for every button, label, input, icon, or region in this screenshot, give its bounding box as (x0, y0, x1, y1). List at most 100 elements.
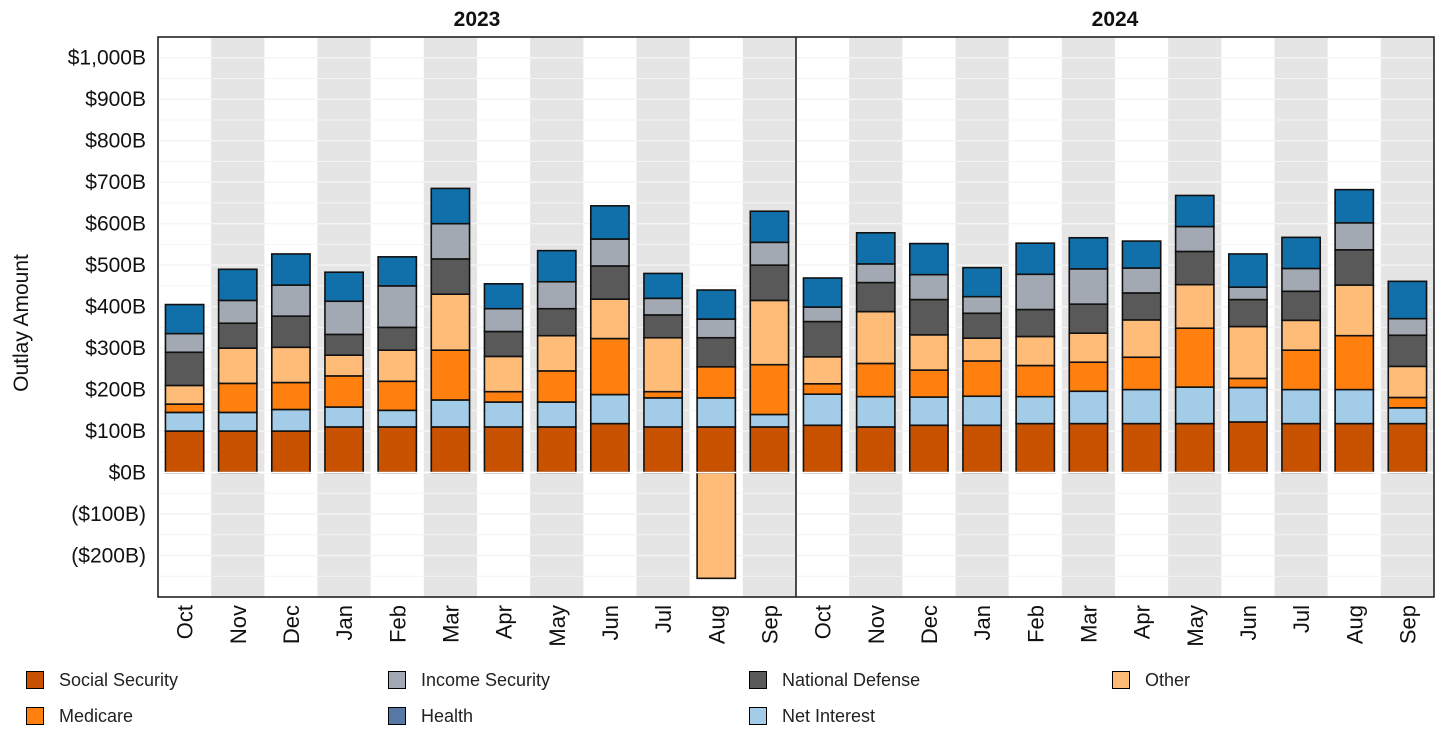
y-tick-label: $700B (85, 171, 146, 194)
bar-segment-other (270, 346, 311, 384)
bar-segment-national-defense (908, 298, 949, 336)
bar-segment-national-defense (377, 326, 418, 351)
bar-segment-medicare (324, 375, 365, 408)
bar-segment-income-security (589, 238, 630, 267)
legend-swatch-net-interest (749, 707, 767, 725)
bar-segment-health (802, 277, 843, 308)
bar-segment-social-security (324, 426, 365, 474)
legend-label-social-security: Social Security (59, 669, 179, 690)
legend-item-other: Other (1112, 668, 1190, 692)
bar-segment-health (1387, 280, 1428, 320)
bar-segment-net-interest (1334, 388, 1375, 425)
stacked-bar-chart: ($200B) ($100B) $0B $100B $200B $300B $400B $50… (10, 8, 1435, 647)
bar-segment-medicare (1174, 327, 1215, 388)
bar-segment-income-security (802, 306, 843, 323)
x-tick-label: Feb (385, 605, 410, 643)
bar-segment-medicare (1068, 361, 1109, 393)
bar-segment-national-defense (1227, 298, 1268, 328)
x-tick-label: Jan (332, 605, 357, 640)
bar-segment-net-interest (749, 413, 790, 428)
bar-segment-health (1068, 236, 1109, 270)
bar-segment-income-security (536, 280, 577, 310)
bar-segment-income-security (1227, 286, 1268, 301)
y-tick-label: $900B (85, 88, 146, 111)
bar-segment-health (377, 256, 418, 287)
y-tick-label: $800B (85, 130, 146, 153)
y-tick-label: $500B (85, 254, 146, 277)
bar-segment-net-interest (1281, 388, 1322, 425)
bar-segment-national-defense (1174, 250, 1215, 286)
bar-segment-health (696, 289, 737, 320)
y-tick-label: $400B (85, 296, 146, 319)
y-tick-label: $200B (85, 379, 146, 402)
bar-segment-other (589, 298, 630, 340)
bar-segment-net-interest (1227, 386, 1268, 423)
bar-segment-net-interest (1174, 386, 1215, 425)
bar-segment-national-defense (483, 330, 524, 358)
bar-segment-income-security (643, 297, 684, 316)
bar-segment-income-security (430, 222, 471, 260)
bar-segment-health (1121, 240, 1162, 269)
bar-segment-health (1334, 188, 1375, 224)
bar-segment-health (164, 303, 205, 335)
bar-segment-income-security (1068, 268, 1109, 305)
x-tick-label: Apr (1130, 605, 1155, 639)
bar-segment-national-defense (643, 314, 684, 339)
bar-segment-national-defense (430, 258, 471, 295)
x-tick-label: Nov (864, 605, 889, 644)
bar-segment-national-defense (1387, 334, 1428, 368)
bar-segment-social-security (377, 426, 418, 474)
bar-segment-social-security (802, 424, 843, 474)
bar-segment-net-interest (164, 411, 205, 432)
bar-segment-national-defense (1068, 303, 1109, 334)
x-tick-label: Apr (492, 605, 517, 639)
bar-segment-income-security (1174, 225, 1215, 253)
plot-frame (157, 36, 1435, 598)
bar-segment-health (855, 231, 896, 265)
bar-segment-medicare (643, 390, 684, 399)
bar-segment-social-security (643, 426, 684, 474)
legend-swatch-national-defense (749, 671, 767, 689)
bar-segment-social-security (430, 426, 471, 474)
bar-segment-health (483, 283, 524, 310)
bar-segment-income-security (749, 241, 790, 266)
x-tick-label: Sep (757, 605, 782, 644)
bar-segment-other (802, 356, 843, 385)
bar-segment-medicare (1121, 356, 1162, 391)
bar-segment-net-interest (643, 397, 684, 428)
x-tick-label: Jan (970, 605, 995, 640)
x-tick-label: Dec (917, 605, 942, 644)
bar-segment-social-security (749, 426, 790, 474)
bar-segment-social-security (483, 426, 524, 474)
bar-segment-net-interest (696, 397, 737, 428)
bar-segment-medicare (749, 363, 790, 416)
bar-segment-income-security (855, 263, 896, 284)
x-tick-label: Nov (226, 605, 251, 644)
bar-segment-other (643, 336, 684, 393)
bar-segment-net-interest (270, 408, 311, 432)
bar-segment-medicare (1281, 349, 1322, 391)
y-tick-label: $0B (109, 462, 146, 485)
y-tick-label: ($200B) (71, 545, 146, 568)
bar-segment-income-security (377, 285, 418, 329)
legend-swatch-social-security (26, 671, 44, 689)
bar-segment-other (962, 337, 1003, 362)
legend-label-national-defense: National Defense (782, 669, 921, 690)
legend-label-medicare: Medicare (59, 705, 134, 726)
bar-segment-social-security (908, 424, 949, 474)
bar-segment-income-security (908, 273, 949, 301)
x-tick-label: May (545, 605, 570, 647)
bar-segment-health (324, 271, 365, 303)
bar-segment-medicare (802, 382, 843, 395)
y-axis-title: Outlay Amount (10, 254, 33, 392)
bar-segment-other (749, 299, 790, 366)
legend-swatch-other (1112, 671, 1130, 689)
bar-segment-health (589, 205, 630, 240)
bar-segment-other (483, 355, 524, 393)
bar-segment-national-defense (1334, 249, 1375, 286)
bar-segment-national-defense (589, 265, 630, 300)
bar-segment-net-interest (1121, 388, 1162, 425)
bar-segment-income-security (696, 318, 737, 339)
legend-item-social-security: Social Security (26, 668, 178, 692)
bar-segment-national-defense (802, 320, 843, 358)
